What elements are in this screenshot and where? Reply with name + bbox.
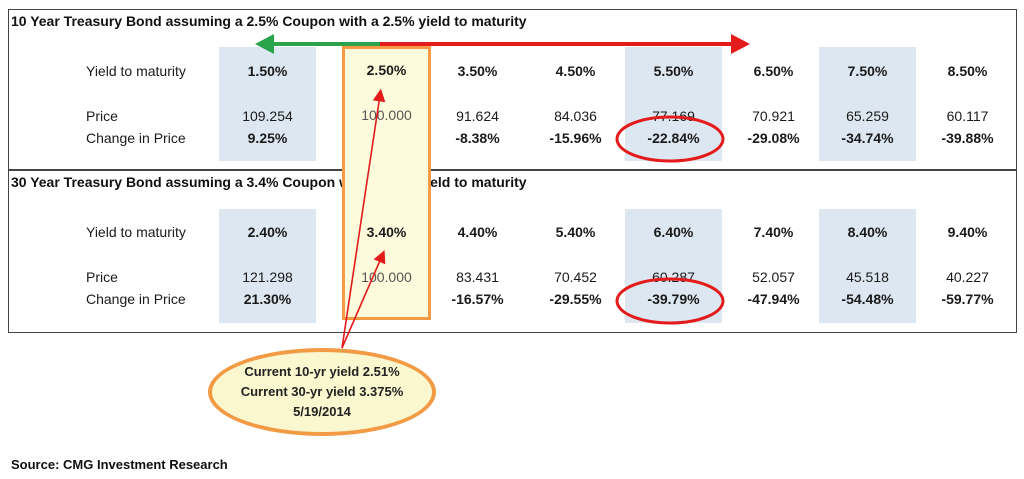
row-label: Change in Price (86, 130, 186, 146)
yield-cell: 3.50% (457, 63, 498, 79)
change-cell: -34.74% (841, 130, 894, 146)
change-cell: -15.96% (549, 130, 602, 146)
change-cell: -39.88% (941, 130, 994, 146)
source-note: Source: CMG Investment Research (11, 457, 228, 472)
change-cell: -59.77% (941, 291, 994, 307)
callout-line: Current 10-yr yield 2.51% (244, 364, 400, 379)
yield-cell: 5.40% (555, 224, 596, 240)
current-yield-callout: Current 10-yr yield 2.51% Current 30-yr … (208, 348, 436, 436)
ten-year-current-yield: 2.50% (366, 62, 407, 78)
price-cell: 70.921 (752, 108, 795, 124)
change-cell: -16.57% (451, 291, 504, 307)
price-cell: 70.452 (554, 269, 597, 285)
price-cell: 109.254 (242, 108, 293, 124)
column-shade (219, 209, 316, 323)
thirty-year-current-yield: 3.40% (366, 224, 407, 240)
yield-cell: 1.50% (247, 63, 288, 79)
yield-cell: 6.50% (753, 63, 794, 79)
ten-year-bond-panel: 10 Year Treasury Bond assuming a 2.5% Co… (8, 9, 1017, 170)
callout-line: 5/19/2014 (293, 404, 351, 419)
price-cell: 52.057 (752, 269, 795, 285)
thirty-year-bond-panel: 30 Year Treasury Bond assuming a 3.4% Co… (8, 170, 1017, 333)
yield-cell: 7.40% (753, 224, 794, 240)
price-row: Price 121.298 100.000 83.431 70.452 60.2… (9, 269, 1018, 289)
price-cell: 84.036 (554, 108, 597, 124)
price-cell: 77.169 (652, 108, 695, 124)
column-shade (819, 47, 916, 161)
price-cell: 60.287 (652, 269, 695, 285)
thirty-year-panel-title: 30 Year Treasury Bond assuming a 3.4% Co… (11, 174, 527, 190)
ten-year-current-price: 100.000 (361, 107, 412, 123)
yield-cell: 4.40% (457, 224, 498, 240)
column-shade (819, 209, 916, 323)
yield-row: Yield to maturity 1.50% 2.50% 3.50% 4.50… (9, 63, 1018, 83)
change-cell: -39.79% (647, 291, 700, 307)
price-cell: 65.259 (846, 108, 889, 124)
yield-row: Yield to maturity 2.40% 3.40% 4.40% 5.40… (9, 224, 1018, 244)
price-cell: 60.117 (946, 108, 989, 124)
yield-cell: 9.40% (947, 224, 988, 240)
change-cell: 9.25% (247, 130, 288, 146)
change-cell: -47.94% (747, 291, 800, 307)
change-row: Change in Price 9.25% -8.38% -15.96% -22… (9, 130, 1018, 150)
yield-cell: 4.50% (555, 63, 596, 79)
change-cell: 21.30% (243, 291, 292, 307)
yield-cell: 8.40% (847, 224, 888, 240)
column-shade (219, 47, 316, 161)
yield-cell: 8.50% (947, 63, 988, 79)
yield-cell: 2.40% (247, 224, 288, 240)
change-row: Change in Price 21.30% -16.57% -29.55% -… (9, 291, 1018, 311)
yield-cell: 5.50% (653, 63, 694, 79)
ten-year-panel-title: 10 Year Treasury Bond assuming a 2.5% Co… (11, 13, 527, 29)
yield-cell: 6.40% (653, 224, 694, 240)
price-row: Price 109.254 100.000 91.624 84.036 77.1… (9, 108, 1018, 128)
thirty-year-current-price: 100.000 (361, 269, 412, 285)
row-label: Price (86, 108, 118, 124)
price-cell: 121.298 (242, 269, 293, 285)
row-label: Yield to maturity (86, 63, 186, 79)
change-cell: -22.84% (647, 130, 700, 146)
change-cell: -8.38% (455, 130, 500, 146)
price-cell: 91.624 (456, 108, 499, 124)
change-cell: -29.55% (549, 291, 602, 307)
price-cell: 83.431 (456, 269, 499, 285)
change-cell: -54.48% (841, 291, 894, 307)
row-label: Price (86, 269, 118, 285)
change-cell: -29.08% (747, 130, 800, 146)
price-cell: 45.518 (846, 269, 889, 285)
price-cell: 40.227 (946, 269, 989, 285)
row-label: Change in Price (86, 291, 186, 307)
row-label: Yield to maturity (86, 224, 186, 240)
yield-cell: 7.50% (847, 63, 888, 79)
callout-line: Current 30-yr yield 3.375% (240, 384, 404, 399)
